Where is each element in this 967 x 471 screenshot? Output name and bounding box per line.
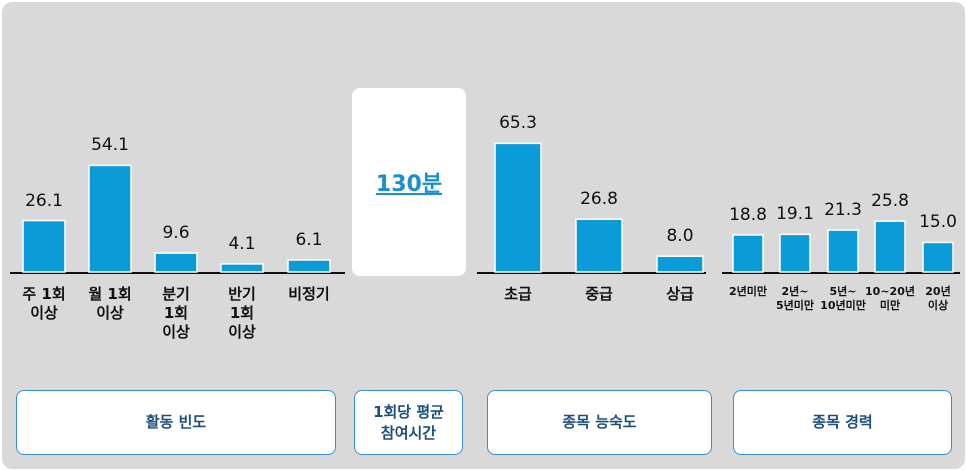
bar — [575, 218, 623, 273]
bar — [22, 219, 66, 273]
value-label: 21.3 — [824, 200, 862, 221]
category-label: 2년미만 — [728, 285, 768, 298]
category-label: 10~20년 미만 — [865, 285, 915, 312]
value-label: 4.1 — [228, 233, 256, 254]
avg-time-value: 130분 — [375, 172, 443, 197]
value-label: 26.1 — [25, 190, 63, 211]
category-label: 2년~ 5년미만 — [775, 285, 815, 312]
value-label: 65.3 — [499, 113, 537, 134]
bar — [779, 233, 811, 273]
category-label: 비정기 — [288, 285, 330, 303]
bar — [922, 241, 954, 273]
bar — [287, 259, 331, 273]
value-label: 26.8 — [580, 189, 618, 210]
category-label: 초급 — [504, 285, 532, 303]
value-label: 19.1 — [776, 204, 814, 225]
value-label: 25.8 — [871, 191, 909, 212]
bar — [827, 229, 859, 273]
avg-time-label: 1회당 평균 참여시간 — [354, 390, 463, 455]
chart-title: 종목 능숙도 — [487, 390, 712, 455]
value-label: 54.1 — [91, 135, 129, 156]
avg-time-panel: 130분 — [352, 88, 466, 276]
bar — [88, 164, 132, 273]
category-label: 분기 1회 이상 — [162, 285, 190, 341]
chart-title: 활동 빈도 — [16, 390, 336, 455]
bar — [220, 263, 264, 273]
category-label: 5년~ 10년미만 — [820, 285, 866, 312]
category-label: 상급 — [666, 285, 694, 303]
category-label: 중급 — [585, 285, 613, 303]
bar — [874, 220, 906, 273]
bar — [732, 234, 764, 273]
value-label: 15.0 — [919, 212, 957, 233]
value-label: 8.0 — [666, 226, 694, 247]
chart-title: 종목 경력 — [733, 390, 952, 455]
bar — [154, 252, 198, 273]
category-label: 20년이상 — [925, 285, 951, 312]
bar — [494, 142, 542, 273]
category-label: 주 1회 이상 — [22, 285, 66, 322]
category-label: 반기 1회 이상 — [228, 285, 256, 341]
value-label: 9.6 — [162, 223, 190, 244]
value-label: 6.1 — [295, 229, 323, 250]
value-label: 18.8 — [729, 204, 767, 225]
bar — [656, 255, 704, 273]
category-label: 월 1회 이상 — [88, 285, 132, 322]
